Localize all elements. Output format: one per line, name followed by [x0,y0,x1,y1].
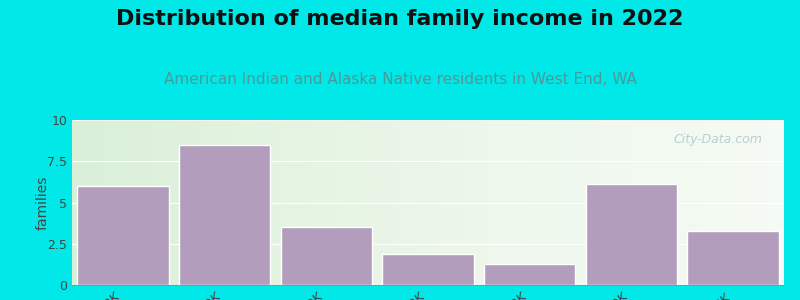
Bar [281,227,372,285]
Bar [484,263,575,285]
Bar [382,254,474,285]
Bar [586,184,677,285]
Bar [179,145,270,285]
Bar [77,186,169,285]
Text: City-Data.com: City-Data.com [674,133,762,146]
Bar [687,230,779,285]
Text: Distribution of median family income in 2022: Distribution of median family income in … [116,9,684,29]
Text: American Indian and Alaska Native residents in West End, WA: American Indian and Alaska Native reside… [163,72,637,87]
Y-axis label: families: families [36,175,50,230]
